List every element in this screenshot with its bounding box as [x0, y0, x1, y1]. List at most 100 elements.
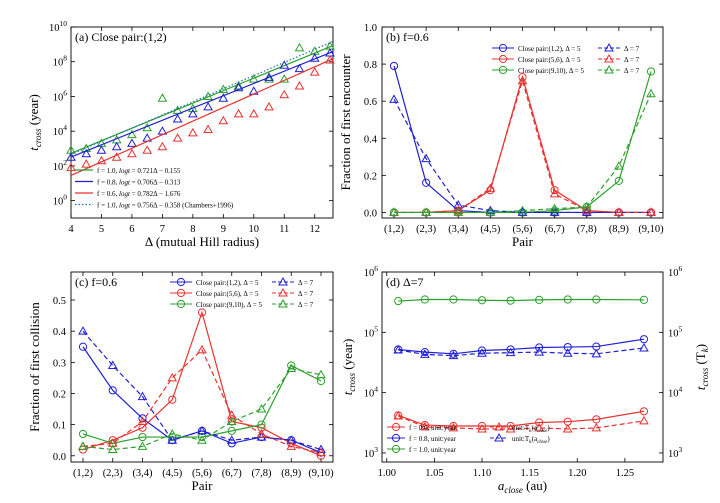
panel-b-ytick-label-4: 0.8 — [364, 60, 377, 71]
panel-c-series-2-line — [82, 364, 322, 444]
panel-b-series-3-point-4 — [517, 207, 528, 216]
panel-c-series-5-point-8 — [316, 369, 326, 379]
panel-c-series-4-point-2 — [137, 416, 148, 426]
panel-c-xtick-label-4: (5,6) — [192, 468, 213, 479]
panel-d-ytick-label-right-1: 104 — [668, 385, 683, 400]
panel-d-ytick-label-2: 105 — [364, 324, 379, 339]
panel-a-series-0-point-12 — [248, 74, 259, 83]
panel-b-legend-solid-1-marker — [498, 54, 508, 64]
panel-b-series-4-point-5 — [549, 188, 560, 198]
panel-a-ytick-label-5: 1010 — [49, 19, 67, 34]
panel-a-xtick-label-2: 6 — [129, 224, 134, 235]
panel-d-series-3-point-7 — [591, 422, 602, 432]
panel-c-series-3-point-4 — [197, 425, 207, 435]
panel-a-series-1-point-9 — [203, 101, 213, 111]
panel-a-frame — [70, 26, 334, 219]
panel-d-legend-dashed-0-label: unit:Tk(aclose) — [512, 424, 550, 434]
panel-c-series-5-point-5 — [226, 416, 237, 426]
panel-b-xlabel: Pair — [512, 234, 534, 249]
panel-d-series-2-point-0 — [394, 296, 403, 306]
panel-a-legend-2-label: f = 0.6, logt = 0.782Δ − 1.676 — [97, 190, 181, 198]
panel-b-series-1-line — [394, 74, 651, 214]
panel-b-series-5-point-3 — [485, 207, 496, 216]
panel-c-series-5-point-0 — [78, 441, 88, 450]
panel-c-series-4-point-4 — [197, 344, 207, 354]
panel-b-series-5-point-5 — [549, 203, 560, 213]
panel-d-series-2-point-6 — [563, 295, 572, 304]
panel-c-series-1-point-4 — [197, 308, 207, 317]
panel-b-series-5-line — [394, 93, 652, 214]
panel-c-series-3-point-3 — [167, 435, 178, 444]
panel-a-xlabel: Δ (mutual Hill radius) — [145, 234, 259, 249]
panel-b-series-2-line — [394, 71, 652, 214]
panel-a-series-0-fit-line — [70, 45, 334, 154]
panel-c-xlabel: Pair — [192, 478, 214, 493]
panel-b-ytick-label-2: 0.4 — [364, 134, 378, 145]
panel-d-series-0-line — [397, 410, 645, 427]
panel-a-series-0-point-6 — [157, 93, 168, 102]
panel-d-legend-dashed-1-marker — [494, 432, 504, 442]
panel-b-series-0-line — [393, 65, 651, 214]
panel-c-legend-solid-1-label: Close pair:(5,6), Δ = 5 — [196, 290, 259, 298]
panel-d-legend-solid-2-marker — [391, 444, 401, 454]
panel-b-legend-solid-0-label: Close pair:(1,2), Δ = 5 — [518, 45, 581, 53]
panel-c-legend-dashed-2-marker — [278, 298, 288, 308]
panel-a-series-2-point-4 — [127, 148, 137, 158]
panel-a-series-1-point-10 — [218, 93, 229, 102]
panel-d-series-2-point-5 — [535, 295, 544, 304]
panel-b-legend-solid-2-marker — [498, 65, 508, 75]
panel-b-legend-dashed-2-label: Δ = 7 — [624, 67, 640, 75]
panel-d-ytick-label-right-3: 106 — [668, 264, 683, 279]
panel-c-series-0-point-0 — [78, 342, 88, 351]
panel-c-ytick-label-3: 0.3 — [53, 358, 66, 369]
panel-b-xtick-label-8: (9,10) — [638, 224, 664, 235]
panel-d-series-4-point-3 — [477, 348, 487, 357]
panel-a-xtick-label-1: 5 — [99, 224, 104, 235]
panel-d-series-0-point-8 — [639, 407, 649, 416]
panel-b-xtick-label-5: (6,7) — [545, 224, 566, 235]
panel-a-series-0-point-15 — [294, 42, 305, 52]
panel-a-series-2-point-11 — [233, 108, 244, 118]
panel-b-ylabel: Fraction of first encounter — [338, 54, 353, 191]
panel-d-series-1-point-8 — [639, 335, 649, 344]
panel-c-legend-solid-1-marker — [176, 288, 186, 298]
panel-b-series-4-point-8 — [646, 207, 656, 216]
panel-d-series-4-point-7 — [591, 348, 602, 358]
panel-d-series-2-point-2 — [449, 295, 458, 304]
panel-b-series-3-point-3 — [485, 205, 496, 215]
panel-d-series-4-point-5 — [534, 347, 545, 356]
panel-d-series-4-line — [398, 347, 645, 357]
panel-d-legend-dashed-1-label: unit:Tk(aclose) — [512, 435, 550, 445]
panel-d-series-1-point-6 — [563, 342, 572, 352]
panel-b-ytick-label-1: 0.2 — [364, 171, 377, 182]
panel-d-xlabel: aclose (au) — [498, 478, 547, 495]
panel-a-series-1-point-2 — [96, 145, 107, 154]
panel-d-series-3-point-2 — [448, 422, 459, 432]
panel-c-series-4-point-8 — [316, 447, 326, 457]
panel-d-ytick-label-1: 104 — [364, 385, 379, 400]
panel-c-legend-solid-2-label: Close pair:(9,10), Δ = 5 — [196, 301, 262, 309]
panel-c-series-2-point-6 — [257, 420, 266, 429]
panel-a-ytick-label-4: 108 — [53, 54, 68, 69]
panel-a-series-2-point-10 — [218, 115, 229, 125]
panel-b-series-5-point-4 — [517, 205, 528, 215]
panel-b-xtick-label-3: (4,5) — [480, 224, 501, 235]
panel-a-series-2-point-2 — [96, 155, 107, 165]
panel-c-xtick-label-3: (4,5) — [162, 468, 183, 479]
panel-b-series-1-point-4 — [518, 72, 527, 82]
panel-b-ytick-label-5: 1.0 — [364, 23, 377, 34]
panel-c-ytick-label-5: 0.5 — [53, 296, 66, 307]
panel-b-series-5-point-8 — [646, 88, 656, 98]
panel-a-series-2-fit-line — [70, 58, 334, 176]
panel-c-series-0-point-1 — [108, 386, 117, 395]
panel-b-series-5-point-7 — [614, 161, 624, 170]
panel-c-series-5-point-7 — [286, 363, 297, 373]
panel-c-ytick-label-0: 0.0 — [53, 452, 66, 463]
panel-b-series-4-point-7 — [614, 207, 624, 216]
panel-d-series-3-line — [397, 415, 645, 430]
panel-b-series-0-point-1 — [422, 178, 431, 187]
panel-a-series-1-point-13 — [264, 72, 274, 81]
panel-a-ytick-label-2: 104 — [53, 123, 68, 138]
panel-c-xtick-label-5: (6,7) — [222, 468, 243, 479]
